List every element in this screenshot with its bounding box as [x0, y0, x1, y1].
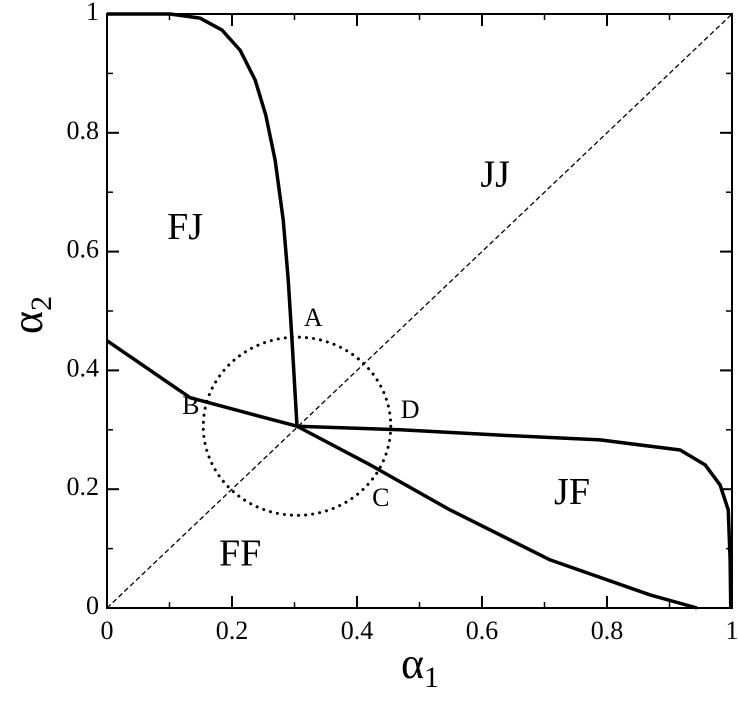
annotation: JF: [554, 471, 590, 513]
annotation: JJ: [480, 154, 510, 196]
annotation: FF: [219, 533, 261, 575]
x-tick-label: 0.8: [591, 616, 624, 645]
x-tick-label: 0.6: [466, 616, 499, 645]
curve: [107, 341, 697, 608]
annotation: A: [304, 303, 323, 332]
annotation: FJ: [167, 206, 203, 248]
y-axis-label: α2: [3, 296, 58, 334]
x-tick-label: 0.2: [216, 616, 249, 645]
y-tick-label: 0.4: [67, 353, 100, 382]
y-tick-label: 0: [86, 591, 99, 620]
curve: [107, 14, 732, 608]
annotation: C: [372, 483, 389, 512]
y-tick-label: 0.8: [67, 116, 100, 145]
x-tick-label: 1: [726, 616, 738, 645]
y-tick-label: 0.2: [67, 472, 100, 501]
y-label-subscript: 2: [25, 296, 58, 311]
x-tick-label: 0.4: [341, 616, 374, 645]
annotation: B: [182, 391, 199, 420]
x-tick-label: 0: [101, 616, 114, 645]
x-axis-label: α1: [401, 639, 439, 694]
x-label-symbol: α: [401, 639, 424, 688]
y-tick-label: 1: [86, 0, 99, 26]
x-label-subscript: 1: [424, 661, 439, 694]
annotation: D: [401, 395, 420, 424]
y-label-symbol: α: [3, 311, 52, 334]
curve: [297, 426, 731, 608]
y-tick-label: 0.6: [67, 235, 100, 264]
